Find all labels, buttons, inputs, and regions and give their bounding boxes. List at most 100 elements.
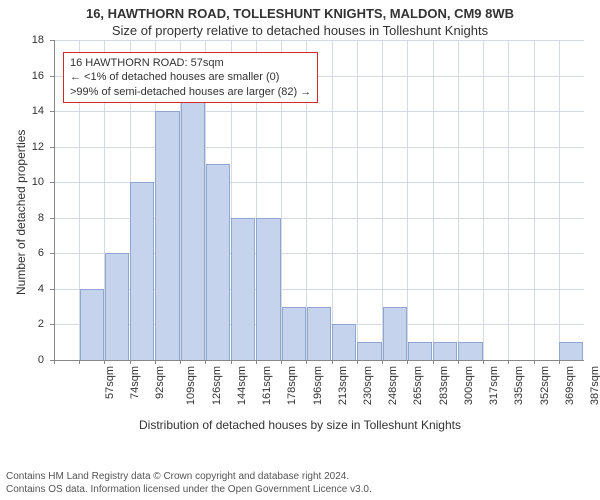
- chart-container: 16 HAWTHORN ROAD: 57sqm← <1% of detached…: [0, 40, 600, 450]
- grid-line: [332, 40, 333, 360]
- histogram-bar: [559, 342, 583, 360]
- grid-line: [458, 40, 459, 360]
- y-tick-mark: [50, 218, 54, 219]
- x-tick-mark: [382, 360, 383, 364]
- y-tick-label: 6: [0, 247, 44, 259]
- x-tick-mark: [508, 360, 509, 364]
- y-tick-mark: [50, 253, 54, 254]
- x-axis-line: [54, 360, 584, 361]
- y-tick-label: 8: [0, 212, 44, 224]
- x-tick-label: 74sqm: [129, 366, 141, 399]
- annotation-line: 16 HAWTHORN ROAD: 57sqm: [70, 56, 311, 70]
- y-tick-mark: [50, 40, 54, 41]
- histogram-bar: [332, 324, 356, 360]
- x-tick-label: 387sqm: [589, 366, 600, 405]
- chart-subtitle: Size of property relative to detached ho…: [0, 21, 600, 38]
- x-tick-label: 230sqm: [362, 366, 374, 405]
- histogram-bar: [256, 218, 280, 360]
- histogram-bar: [206, 164, 230, 360]
- x-tick-mark: [483, 360, 484, 364]
- y-tick-mark: [50, 147, 54, 148]
- histogram-bar: [307, 307, 331, 360]
- annotation-line: ← <1% of detached houses are smaller (0): [70, 70, 311, 84]
- grid-line: [407, 40, 408, 360]
- histogram-bar: [433, 342, 457, 360]
- y-tick-label: 18: [0, 34, 44, 46]
- x-tick-mark: [332, 360, 333, 364]
- x-tick-mark: [407, 360, 408, 364]
- y-tick-mark: [50, 289, 54, 290]
- footer-attribution: Contains HM Land Registry data © Crown c…: [6, 471, 372, 496]
- y-tick-mark: [50, 324, 54, 325]
- x-tick-label: 265sqm: [413, 366, 425, 405]
- y-tick-label: 14: [0, 105, 44, 117]
- x-tick-label: 248sqm: [387, 366, 399, 405]
- x-tick-label: 178sqm: [286, 366, 298, 405]
- y-tick-label: 10: [0, 176, 44, 188]
- x-tick-label: 126sqm: [211, 366, 223, 405]
- x-tick-mark: [104, 360, 105, 364]
- y-tick-mark: [50, 111, 54, 112]
- y-tick-label: 0: [0, 354, 44, 366]
- x-tick-mark: [231, 360, 232, 364]
- plot-area: 16 HAWTHORN ROAD: 57sqm← <1% of detached…: [54, 40, 584, 360]
- x-tick-mark: [357, 360, 358, 364]
- y-axis-line: [54, 40, 55, 360]
- x-tick-mark: [458, 360, 459, 364]
- x-tick-mark: [205, 360, 206, 364]
- histogram-bar: [231, 218, 255, 360]
- y-tick-label: 2: [0, 318, 44, 330]
- x-tick-label: 144sqm: [236, 366, 248, 405]
- histogram-bar: [105, 253, 129, 360]
- annotation-line: >99% of semi-detached houses are larger …: [70, 85, 311, 99]
- grid-line: [54, 40, 584, 41]
- x-tick-mark: [559, 360, 560, 364]
- x-axis-title: Distribution of detached houses by size …: [0, 418, 600, 432]
- grid-line: [559, 40, 560, 360]
- x-tick-label: 369sqm: [564, 366, 576, 405]
- x-tick-mark: [54, 360, 55, 364]
- y-tick-label: 12: [0, 141, 44, 153]
- grid-line: [54, 147, 584, 148]
- histogram-bar: [357, 342, 381, 360]
- x-tick-label: 317sqm: [488, 366, 500, 405]
- x-tick-label: 352sqm: [539, 366, 551, 405]
- grid-line: [508, 40, 509, 360]
- x-tick-label: 300sqm: [463, 366, 475, 405]
- histogram-bar: [130, 182, 154, 360]
- grid-line: [357, 40, 358, 360]
- x-tick-mark: [534, 360, 535, 364]
- chart-title-line1: 16, HAWTHORN ROAD, TOLLESHUNT KNIGHTS, M…: [0, 0, 600, 21]
- x-tick-mark: [433, 360, 434, 364]
- x-tick-label: 57sqm: [104, 366, 116, 399]
- x-tick-label: 196sqm: [312, 366, 324, 405]
- grid-line: [483, 40, 484, 360]
- chart-title-block: 16, HAWTHORN ROAD, TOLLESHUNT KNIGHTS, M…: [0, 0, 600, 38]
- x-tick-label: 161sqm: [261, 366, 273, 405]
- x-tick-mark: [79, 360, 80, 364]
- x-tick-label: 283sqm: [438, 366, 450, 405]
- histogram-bar: [181, 93, 205, 360]
- x-tick-mark: [256, 360, 257, 364]
- x-tick-label: 92sqm: [154, 366, 166, 399]
- footer-line2: Contains OS data. Information licensed u…: [6, 484, 372, 497]
- x-tick-mark: [306, 360, 307, 364]
- y-tick-label: 4: [0, 283, 44, 295]
- histogram-bar: [282, 307, 306, 360]
- histogram-bar: [80, 289, 104, 360]
- x-tick-mark: [281, 360, 282, 364]
- x-tick-label: 109sqm: [185, 366, 197, 405]
- grid-line: [433, 40, 434, 360]
- y-tick-label: 16: [0, 70, 44, 82]
- histogram-bar: [155, 111, 179, 360]
- histogram-bar: [383, 307, 407, 360]
- y-tick-mark: [50, 182, 54, 183]
- y-tick-mark: [50, 76, 54, 77]
- x-tick-label: 335sqm: [514, 366, 526, 405]
- footer-line1: Contains HM Land Registry data © Crown c…: [6, 471, 372, 484]
- x-tick-label: 213sqm: [337, 366, 349, 405]
- histogram-bar: [408, 342, 432, 360]
- grid-line: [54, 111, 584, 112]
- x-tick-mark: [180, 360, 181, 364]
- x-tick-mark: [155, 360, 156, 364]
